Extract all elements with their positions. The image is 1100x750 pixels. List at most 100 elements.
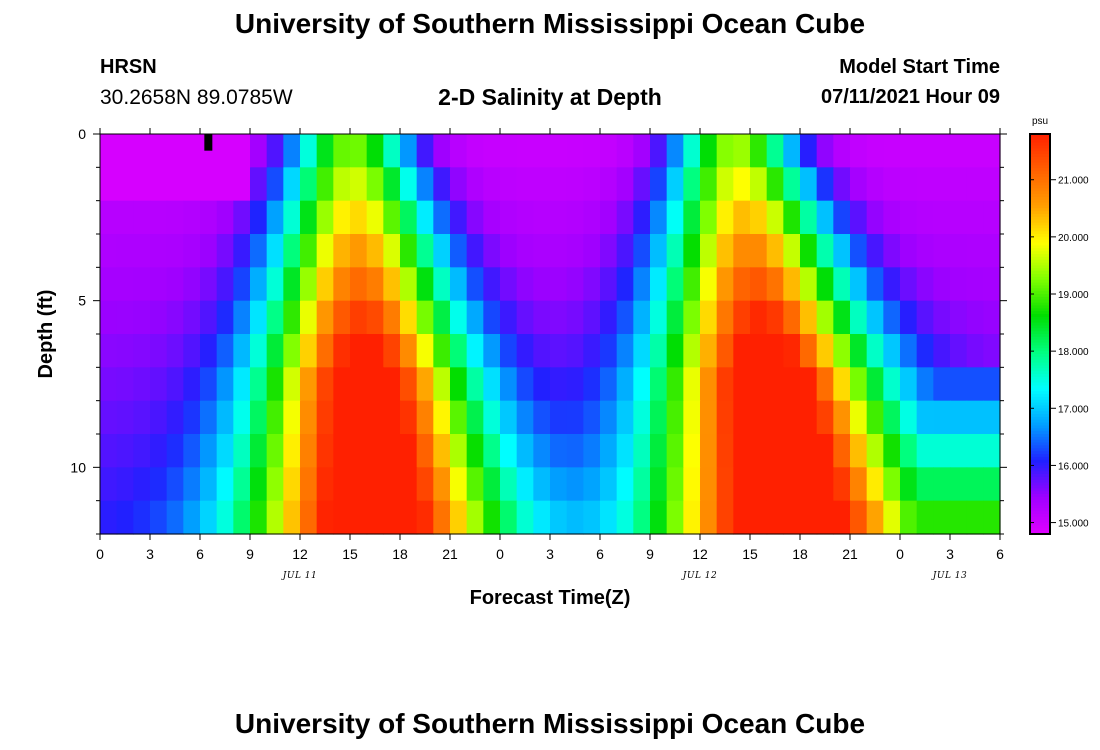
heatmap-cell — [516, 267, 534, 302]
colorbar-segment — [1030, 396, 1050, 401]
station-name: HRSN — [100, 56, 157, 78]
heatmap-cell — [950, 167, 968, 202]
heatmap-cell — [666, 200, 684, 235]
heatmap-cell — [300, 300, 318, 335]
heatmap-cell — [866, 334, 884, 368]
heatmap-cell — [283, 400, 301, 435]
heatmap-cell — [350, 500, 368, 535]
heatmap-cell — [500, 200, 518, 235]
heatmap-cell — [316, 167, 334, 202]
heatmap-cell — [433, 467, 451, 502]
heatmap-cell — [733, 134, 751, 168]
heatmap-cell — [216, 434, 234, 468]
heatmap-cell — [983, 300, 1001, 335]
colorbar-segment — [1030, 402, 1050, 407]
heatmap-cell — [900, 467, 918, 502]
heatmap-cell — [633, 167, 651, 202]
heatmap-cell — [333, 367, 351, 402]
heatmap-cell — [133, 300, 151, 335]
heatmap-cell — [766, 467, 784, 502]
heatmap-cell — [933, 300, 951, 335]
heatmap-cell — [716, 267, 734, 302]
heatmap-cell — [400, 434, 418, 468]
x-date-label: JUL 12 — [681, 571, 717, 581]
colorbar-segment — [1030, 285, 1050, 289]
heatmap-cell — [750, 400, 768, 435]
colorbar-segment — [1030, 279, 1050, 284]
colorbar-segment — [1030, 151, 1050, 155]
heatmap-cell — [283, 200, 301, 235]
heatmap-cell — [200, 267, 218, 302]
heatmap-cell — [283, 234, 301, 268]
heatmap-cell — [900, 267, 918, 302]
heatmap-cell — [733, 400, 751, 435]
colorbar-segment — [1030, 139, 1050, 144]
colorbar-segment — [1030, 136, 1050, 141]
heatmap-cell — [816, 400, 834, 435]
heatmap-cell — [533, 434, 551, 468]
heatmap-cell — [100, 134, 118, 168]
heatmap-cell — [683, 234, 701, 268]
heatmap-cell — [750, 467, 768, 502]
heatmap-cell — [400, 167, 418, 202]
heatmap-cell — [683, 467, 701, 502]
y-tick-label: 5 — [78, 293, 86, 309]
heatmap-cell — [166, 334, 184, 368]
heatmap-cell — [150, 200, 168, 235]
colorbar-segment — [1030, 494, 1050, 498]
heatmap-cell — [300, 267, 318, 302]
colorbar-segment — [1030, 291, 1050, 295]
heatmap-cell — [133, 267, 151, 302]
heatmap-cell — [233, 167, 251, 202]
heatmap-cell — [450, 334, 468, 368]
colorbar-segment — [1030, 308, 1050, 312]
colorbar-segment — [1030, 134, 1050, 138]
colorbar-segment — [1030, 174, 1050, 178]
heatmap-cell — [900, 134, 918, 168]
heatmap-cell — [966, 434, 984, 468]
heatmap-cell — [566, 467, 584, 502]
y-axis: 0 5 10 — [70, 126, 1007, 535]
heatmap-cell — [266, 467, 284, 502]
colorbar-segment — [1030, 196, 1050, 201]
heatmap-cell — [833, 500, 851, 535]
heatmap-cell — [716, 234, 734, 268]
heatmap-cell — [350, 400, 368, 435]
heatmap-cell — [633, 467, 651, 502]
heatmap-cell — [233, 200, 251, 235]
heatmap-cell — [666, 500, 684, 535]
heatmap-cell — [100, 334, 118, 368]
heatmap-cell — [633, 334, 651, 368]
colorbar-segment — [1030, 391, 1050, 395]
heatmap-cell — [166, 200, 184, 235]
heatmap-cell — [366, 500, 384, 535]
colorbar-segment — [1030, 479, 1050, 484]
heatmap-cell — [216, 200, 234, 235]
heatmap-cell — [233, 400, 251, 435]
heatmap-cell — [716, 200, 734, 235]
heatmap-cell — [616, 500, 634, 535]
heatmap-cell — [866, 300, 884, 335]
heatmap-cell — [883, 334, 901, 368]
heatmap-cell — [333, 167, 351, 202]
heatmap-cell — [216, 267, 234, 302]
heatmap-cell — [833, 234, 851, 268]
heatmap-cell — [450, 434, 468, 468]
chart-title: 2-D Salinity at Depth — [438, 84, 662, 110]
heatmap-cell — [400, 267, 418, 302]
heatmap-cell — [983, 467, 1001, 502]
heatmap-cell — [116, 334, 134, 368]
colorbar-segment — [1030, 165, 1050, 169]
heatmap-cell — [233, 334, 251, 368]
heatmap-cell — [383, 234, 401, 268]
heatmap-cell — [600, 467, 618, 502]
colorbar-segment — [1030, 451, 1050, 455]
heatmap-cell — [683, 367, 701, 402]
heatmap-cell — [783, 134, 801, 168]
heatmap-cell — [950, 267, 968, 302]
heatmap-cell — [533, 134, 551, 168]
page-title: University of Southern Mississippi Ocean… — [234, 8, 866, 39]
heatmap-cell — [566, 434, 584, 468]
colorbar-segment — [1030, 314, 1050, 318]
heatmap-cell — [766, 434, 784, 468]
